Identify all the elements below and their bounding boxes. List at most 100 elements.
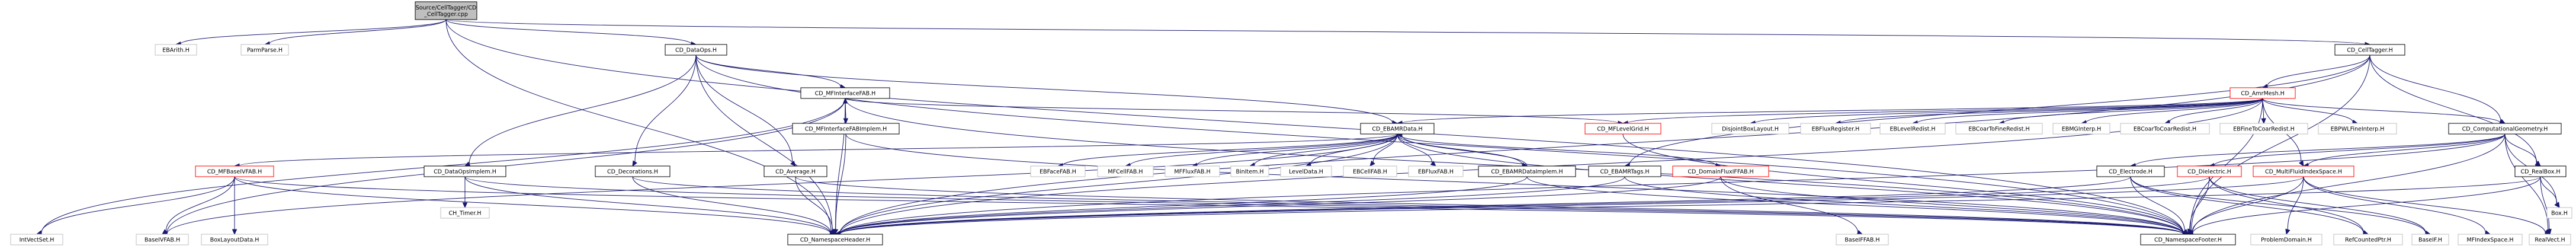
include-edge-CD_MultiFluidIndexSpace-to-ProblemDomain xyxy=(2285,176,2304,235)
include-edge-CD_MFInterfaceFAB-to-CD_MFLevelGrid xyxy=(845,98,1624,126)
include-edge-CD_ComputationalGeometry-to-CD_Dielectric xyxy=(2208,133,2506,168)
graph-node-box[interactable]: Box.H xyxy=(2546,207,2572,219)
graph-node-label: RealVect.H xyxy=(2535,237,2565,244)
graph-node-mfcellfab[interactable]: MFCellFAB.H xyxy=(1097,165,1154,177)
graph-node-cd-namespacefooter[interactable]: CD_NamespaceFooter.H xyxy=(2140,234,2236,245)
graph-node-baseivfab[interactable]: BaseIVFAB.H xyxy=(136,234,189,245)
graph-node-cd-mfbaseivfab[interactable]: CD_MFBaseIVFAB.H xyxy=(195,165,274,177)
graph-node-cd-decorations[interactable]: CD_Decorations.H xyxy=(595,165,671,177)
graph-node-label: LevelData.H xyxy=(1289,169,1323,176)
include-edge-CD_EBAMRData-to-CD_NamespaceHeader xyxy=(834,133,1398,236)
graph-node-cd-mfinterfacefabimplem[interactable]: CD_MFInterfaceFABImplem.H xyxy=(792,123,900,135)
include-edge-CD_DataOpsImplem-to-CD_NamespaceHeader xyxy=(464,176,836,236)
include-edge-CD_EBAMRData-to-EBFluxFAB xyxy=(1397,133,1436,167)
include-edge-CD_MFBaseIVFAB-to-BoxLayoutData xyxy=(232,176,238,235)
graph-node-label: EBMGInterp.H xyxy=(2062,126,2102,133)
graph-node-cd-amrmesh[interactable]: CD_AmrMesh.H xyxy=(2229,87,2296,99)
graph-node-cd-namespaceheader[interactable]: CD_NamespaceHeader.H xyxy=(787,234,883,245)
graph-node-refcountedptr[interactable]: RefCountedPtr.H xyxy=(2333,234,2403,245)
graph-node-label: EBCoarToCoarRedist.H xyxy=(2134,126,2196,133)
graph-node-cd-celltagger[interactable]: CD_CellTagger.H xyxy=(2334,44,2405,56)
include-edge-CD_ComputationalGeometry-to-CD_NamespaceFooter xyxy=(2187,133,2506,235)
include-edge-CD_Decorations-to-CD_NamespaceFooter xyxy=(632,176,2189,237)
graph-node-label: CD_DataOps.H xyxy=(675,47,717,54)
graph-node-ebfluxregister[interactable]: EBFluxRegister.H xyxy=(1800,123,1871,135)
graph-node-label: BaseIF.H xyxy=(2418,237,2442,244)
include-edge-CD_DomainFluxIFFAB-to-BaseIFFAB xyxy=(1720,176,1863,235)
graph-node-label: MFFluxFAB.H xyxy=(1174,169,1210,176)
graph-node-cd-electrode[interactable]: CD_Electrode.H xyxy=(2096,165,2165,177)
graph-node-label: BinItem.H xyxy=(1236,169,1264,176)
include-edge-CD_EBAMRData-to-EBCellFAB xyxy=(1369,133,1398,167)
graph-node-root: Source/CellTagger/CD_CellTagger.cpp xyxy=(415,1,477,20)
include-edge-CD_RealBox-to-Box xyxy=(2540,176,2560,209)
graph-node-cd-ebamrtags[interactable]: CD_EBAMRTags.H xyxy=(1588,165,1661,177)
include-edge-root-to-CD_DataOps xyxy=(445,19,697,47)
graph-node-boxlayoutdata[interactable]: BoxLayoutData.H xyxy=(201,234,268,245)
graph-node-label: EBFluxFAB.H xyxy=(1418,169,1454,176)
graph-node-label: EBPWLFineInterp.H xyxy=(2331,126,2385,133)
graph-node-problemdomain[interactable]: ProblemDomain.H xyxy=(2250,234,2322,245)
include-edge-CD_EBAMRTags-to-CD_NamespaceFooter xyxy=(1624,176,2189,237)
graph-node-label: IntVectSet.H xyxy=(20,237,54,244)
graph-node-label: CD_EBAMRDataImplem.H xyxy=(1491,169,1563,176)
graph-node-ch-timer[interactable]: CH_Timer.H xyxy=(440,207,490,219)
graph-node-cd-computationalgeometry[interactable]: CD_ComputationalGeometry.H xyxy=(2448,123,2562,135)
graph-node-cd-domainfluxiffab[interactable]: CD_DomainFluxIFFAB.H xyxy=(1672,165,1769,177)
graph-node-ebmginterp[interactable]: EBMGInterp.H xyxy=(2052,123,2110,135)
include-edge-CD_Decorations-to-CD_NamespaceHeader xyxy=(632,176,836,235)
graph-node-ebfluxfab[interactable]: EBFluxFAB.H xyxy=(1408,165,1464,177)
graph-node-label: CD_MFBaseIVFAB.H xyxy=(207,169,262,176)
graph-node-cd-dielectric[interactable]: CD_Dielectric.H xyxy=(2177,165,2242,177)
graph-node-leveldata[interactable]: LevelData.H xyxy=(1280,165,1332,177)
graph-node-cd-mflevelgrid[interactable]: CD_MFLevelGrid.H xyxy=(1584,123,1661,135)
graph-node-label: EBCoarToFineRedist.H xyxy=(1968,126,2029,133)
include-edge-CD_CellTagger-to-CD_ComputationalGeometry xyxy=(2369,55,2506,124)
graph-node-binitem[interactable]: BinItem.H xyxy=(1230,165,1269,177)
graph-node-ebpwlfineinterp[interactable]: EBPWLFineInterp.H xyxy=(2318,123,2397,135)
graph-node-mfindexspace[interactable]: MFIndexSpace.H xyxy=(2458,234,2523,245)
graph-node-label: CD_Average.H xyxy=(775,169,816,176)
graph-node-parmparse[interactable]: ParmParse.H xyxy=(240,44,289,56)
graph-node-baseif[interactable]: BaseIF.H xyxy=(2411,234,2449,245)
graph-node-realvect[interactable]: RealVect.H xyxy=(2529,234,2571,245)
graph-node-ebarith[interactable]: EBArith.H xyxy=(155,44,197,56)
graph-node-label: EBLevelRedist.H xyxy=(1890,126,1935,133)
include-edge-CD_DataOps-to-CD_Average xyxy=(695,55,796,167)
graph-node-cd-ebamrdata[interactable]: CD_EBAMRData.H xyxy=(1360,123,1435,135)
graph-node-label: EBArith.H xyxy=(162,47,189,54)
graph-node-cd-ebamrdataimplem[interactable]: CD_EBAMRDataImplem.H xyxy=(1478,165,1576,177)
include-edge-CD_Average-to-CD_NamespaceFooter xyxy=(795,176,2189,237)
graph-node-cd-realbox[interactable]: CD_RealBox.H xyxy=(2514,165,2567,177)
graph-node-label: DisjointBoxLayout.H xyxy=(1722,126,1779,133)
graph-node-label: CD_RealBox.H xyxy=(2520,169,2560,176)
graph-node-label: CD_DomainFluxIFFAB.H xyxy=(1688,169,1753,176)
graph-node-ebcellfab[interactable]: EBCellFAB.H xyxy=(1343,165,1397,177)
graph-node-ebcoartofineredist[interactable]: EBCoarToFineRedist.H xyxy=(1955,123,2043,135)
graph-node-label: EBFluxRegister.H xyxy=(1812,126,1860,133)
graph-node-cd-dataops[interactable]: CD_DataOps.H xyxy=(665,44,727,56)
graph-node-ebcoartocoarredist[interactable]: EBCoarToCoarRedist.H xyxy=(2120,123,2210,135)
graph-node-ebfinetocoarredist[interactable]: EBFineToCoarRedist.H xyxy=(2219,123,2308,135)
graph-node-label: CD_MFLevelGrid.H xyxy=(1597,126,1649,133)
include-edge-CD_Dielectric-to-RefCountedPtr xyxy=(2209,176,2369,235)
graph-node-label: EBFaceFAB.H xyxy=(1040,169,1076,176)
graph-node-disjointboxlayout[interactable]: DisjointBoxLayout.H xyxy=(1711,123,1789,135)
graph-node-eblevelredist[interactable]: EBLevelRedist.H xyxy=(1879,123,1946,135)
graph-node-cd-dataopsimplem[interactable]: CD_DataOpsImplem.H xyxy=(424,165,506,177)
include-edge-CD_RealBox-to-RealVect xyxy=(2540,176,2552,235)
graph-node-mffluxfab[interactable]: MFFluxFAB.H xyxy=(1165,165,1220,177)
include-edge-CD_ComputationalGeometry-to-CD_MultiFluidIndexSpace xyxy=(2302,133,2506,168)
graph-node-intvectset[interactable]: IntVectSet.H xyxy=(10,234,63,245)
graph-node-ebfacefab[interactable]: EBFaceFAB.H xyxy=(1030,165,1086,177)
graph-node-label: EBFineToCoarRedist.H xyxy=(2233,126,2295,133)
include-edge-CD_DomainFluxIFFAB-to-CD_NamespaceFooter xyxy=(1720,176,2189,237)
graph-node-cd-multifluidindexspace[interactable]: CD_MultiFluidIndexSpace.H xyxy=(2253,165,2354,177)
graph-node-baseiffab[interactable]: BaseIFFAB.H xyxy=(1836,234,1889,245)
include-edge-CD_ComputationalGeometry-to-RealVect xyxy=(2504,133,2551,235)
graph-node-cd-mfinterfacefab[interactable]: CD_MFInterfaceFAB.H xyxy=(800,87,890,99)
include-edge-CD_AmrMesh-to-CD_EBAMRData xyxy=(1396,98,2263,126)
graph-node-cd-average[interactable]: CD_Average.H xyxy=(764,165,827,177)
include-edge-CD_DataOps-to-CD_NamespaceHeader xyxy=(695,55,836,235)
graph-node-label: CD_EBAMRTags.H xyxy=(1600,169,1649,176)
